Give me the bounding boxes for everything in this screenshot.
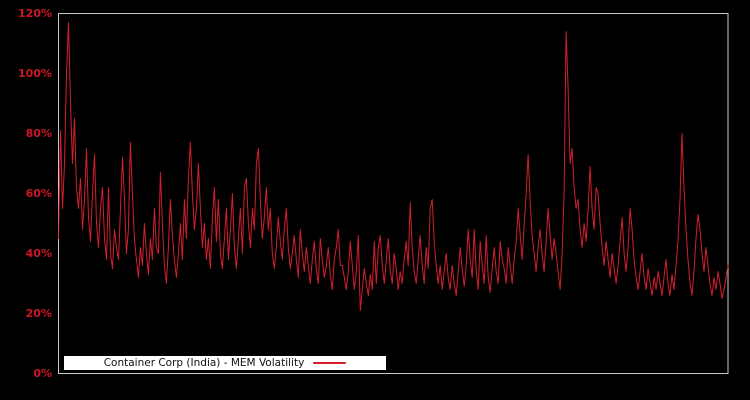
y-tick-label: 20% [25,306,52,320]
y-tick-label: 120% [18,6,52,20]
y-tick-label: 80% [25,126,52,140]
y-tick-label: 40% [25,246,52,260]
plot-border [58,13,729,374]
y-tick-label: 100% [18,66,52,80]
y-tick-label: 0% [33,366,52,380]
y-tick-label: 60% [25,186,52,200]
legend-line-sample-icon [313,362,347,364]
legend-label: Container Corp (India) - MEM Volatility [103,357,305,369]
series-line [58,22,729,311]
legend: Container Corp (India) - MEM Volatility [64,356,386,370]
